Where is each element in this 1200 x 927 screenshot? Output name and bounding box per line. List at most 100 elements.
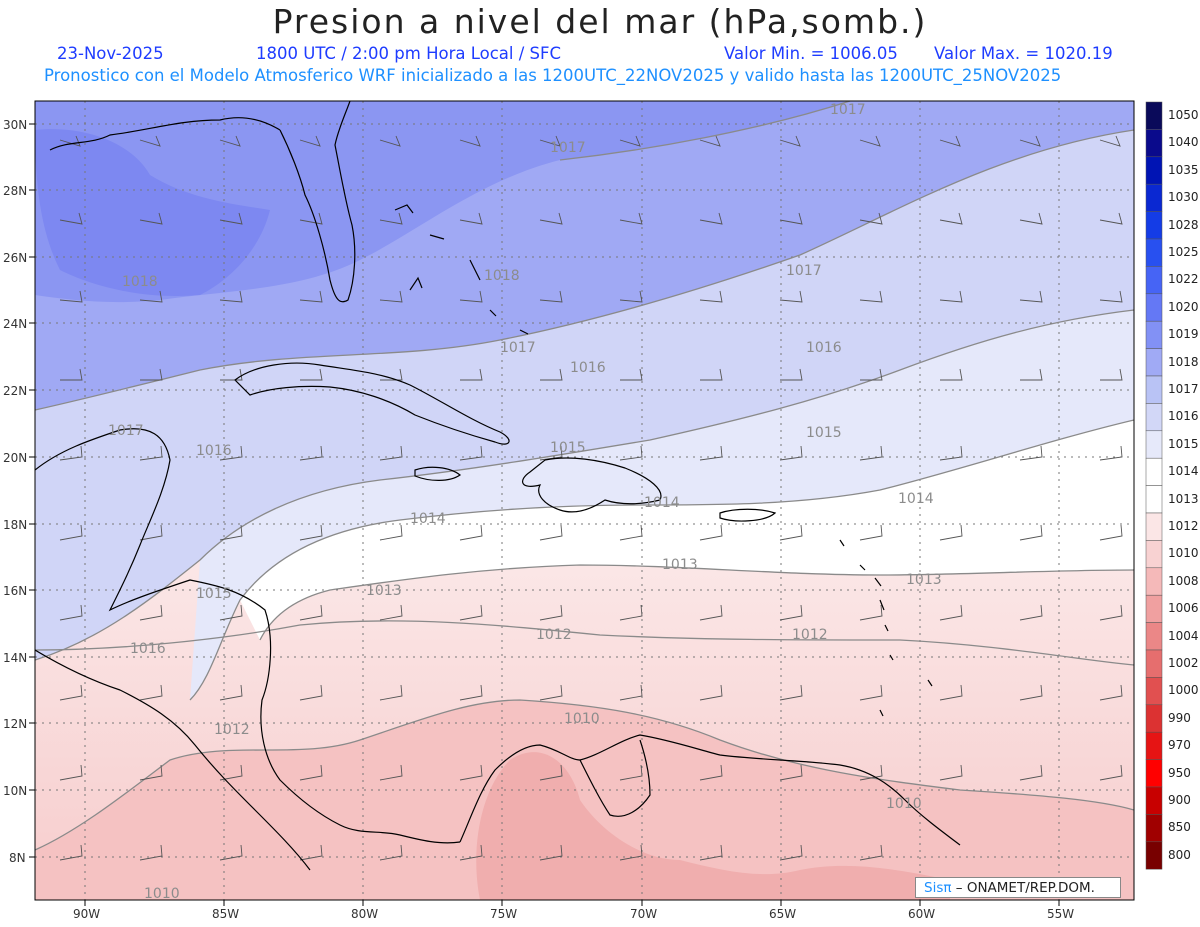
contour-labels: 1017 1017 1017 1018 1018 1017 1016 1016 … (108, 102, 942, 902)
colorbar-label: 1014 (1168, 464, 1199, 479)
colorbar-swatch (1145, 320, 1163, 349)
lat-lon-grid (35, 101, 1134, 900)
contour-label: 1010 (564, 711, 600, 727)
hispaniola (522, 457, 662, 513)
forecast-info: Pronostico con el Modelo Atmosferico WRF… (44, 66, 1062, 85)
colorbar-label: 1010 (1168, 546, 1199, 561)
band-1008 (476, 752, 950, 900)
contour-label: 1018 (484, 268, 520, 284)
lon-label: 85W (212, 907, 239, 921)
colorbar-swatch (1145, 457, 1163, 486)
credit-text: – ONAMET/REP.DOM. (955, 880, 1095, 896)
colorbar-label: 1012 (1168, 519, 1199, 533)
lon-label: 90W (73, 907, 100, 921)
colorbar-swatch (1145, 512, 1163, 541)
colorbar-swatch (1145, 540, 1163, 569)
band-1010 (35, 700, 1134, 900)
wind-barbs (59, 135, 1123, 861)
colorbar-swatch (1145, 211, 1163, 240)
contour-label: 1013 (662, 557, 698, 573)
contour-label: 1014 (644, 495, 680, 511)
colorbar (1145, 101, 1163, 870)
contour-label: 1016 (130, 641, 166, 657)
contour-label: 1010 (144, 886, 180, 902)
contour-label: 1012 (536, 627, 572, 643)
cuba (234, 362, 510, 445)
colorbar-label: 1002 (1168, 656, 1199, 670)
contour-label: 1017 (830, 102, 866, 118)
colorbar-label: 1006 (1168, 601, 1199, 616)
lon-label: 55W (1047, 907, 1074, 921)
contour-label: 1017 (108, 423, 144, 439)
colorbar-label: 1017 (1168, 382, 1199, 396)
bahamas (394, 204, 529, 335)
lon-label: 75W (490, 907, 517, 921)
south-america-coast (459, 734, 961, 846)
colorbar-label: 1040 (1168, 135, 1199, 150)
lat-label: 28N (3, 184, 27, 198)
credit-box: Sisπ – ONAMET/REP.DOM. (915, 877, 1121, 898)
colorbar-swatch (1145, 129, 1163, 158)
jamaica (414, 466, 462, 481)
lat-label: 8N (9, 851, 26, 865)
contour-label: 1012 (792, 627, 828, 643)
colorbar-label: 1028 (1168, 217, 1199, 232)
pacific-coast (35, 649, 311, 871)
colorbar-swatch (1145, 704, 1163, 733)
band-1016 (35, 130, 1134, 660)
colorbar-swatch (1145, 403, 1163, 432)
colorbar-swatch (1145, 375, 1163, 404)
colorbar-label: 1025 (1168, 245, 1199, 259)
map-title: Presion a nivel del mar (hPa,somb.) (272, 2, 928, 41)
colorbar-label: 1035 (1168, 162, 1199, 177)
colorbar-swatch (1145, 348, 1163, 377)
lon-label: 65W (769, 907, 796, 921)
lat-label: 20N (3, 451, 27, 465)
map-frame (34, 100, 1135, 901)
band-1015 (190, 310, 1134, 700)
contour-label: 1016 (196, 443, 232, 459)
value-max: Valor Max. = 1020.19 (934, 44, 1113, 63)
forecast-time: 1800 UTC / 2:00 pm Hora Local / SFC (256, 44, 562, 63)
colorbar-swatch (1145, 567, 1163, 596)
contour-label: 1010 (886, 796, 922, 812)
maracaibo (579, 739, 651, 817)
contour-label: 1012 (214, 722, 250, 738)
colorbar-label: 1015 (1168, 436, 1199, 451)
lon-label: 70W (630, 907, 657, 921)
colorbar-label: 1020 (1168, 299, 1199, 314)
colorbar-swatch (1145, 594, 1163, 623)
coastlines (35, 101, 961, 871)
contour-label: 1013 (906, 572, 942, 588)
isobars (35, 101, 1134, 851)
contour-label: 1017 (550, 140, 586, 156)
colorbar-swatch (1145, 156, 1163, 185)
colorbar-label: 1004 (1168, 628, 1199, 643)
puerto-rico (719, 508, 777, 522)
contour-label: 1016 (806, 340, 842, 356)
colorbar-label: 850 (1168, 820, 1191, 835)
colorbar-swatch (1145, 101, 1163, 130)
contour-label: 1015 (550, 440, 586, 456)
colorbar-swatch (1145, 841, 1163, 870)
colorbar-label: 1008 (1168, 573, 1199, 588)
lat-labels: 30N 28N 26N 24N 22N 20N 18N 16N 14N 12N … (3, 118, 27, 865)
lat-label: 14N (3, 651, 27, 665)
axis-ticks (29, 123, 1060, 906)
colorbar-swatch (1145, 622, 1163, 651)
contour-label: 1015 (196, 586, 232, 602)
contour-label: 1018 (122, 274, 158, 290)
lon-label: 60W (908, 907, 935, 921)
contour-label: 1014 (410, 511, 446, 527)
gulf-coast (49, 117, 281, 151)
colorbar-swatch (1145, 731, 1163, 760)
colorbar-label: 1050 (1168, 108, 1199, 122)
lat-label: 16N (3, 584, 27, 598)
lat-label: 30N (3, 118, 27, 132)
colorbar-label: 990 (1168, 710, 1191, 725)
lon-labels: 90W 85W 80W 75W 70W 65W 60W 55W (73, 907, 1074, 921)
colorbar-swatch (1145, 677, 1163, 706)
lat-label: 12N (3, 717, 27, 731)
colorbar-label: 950 (1168, 765, 1191, 780)
